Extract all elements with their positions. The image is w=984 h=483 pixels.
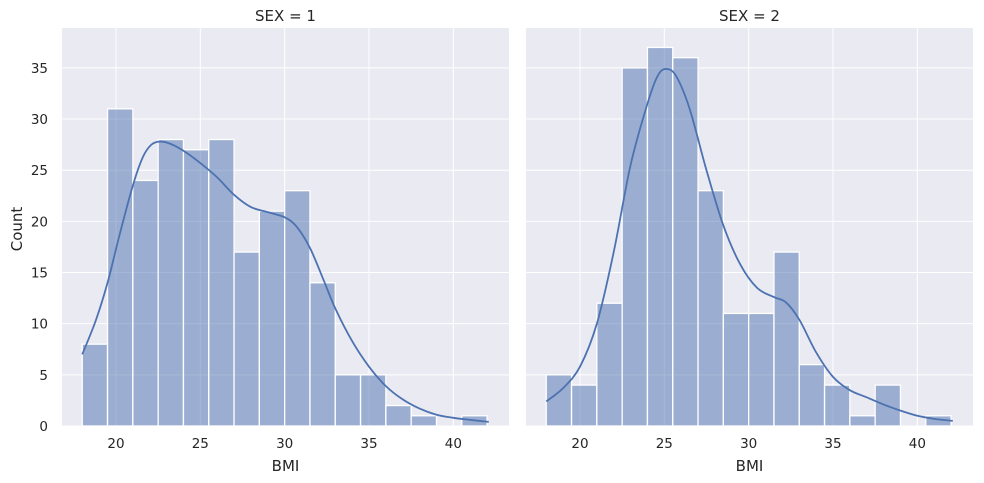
y-tick-label: 10	[31, 317, 48, 333]
panel-1-histogram-bar	[233, 251, 261, 427]
panel-1-x-tick-label: 35	[360, 436, 377, 452]
panel-1-x-axis-label: BMI	[272, 457, 300, 475]
y-axis-label: Count	[8, 207, 26, 252]
panel-1-histogram-bar	[182, 149, 210, 427]
panel-1-x-tick-label: 30	[276, 436, 293, 452]
panel-1-x-tick-label: 20	[107, 436, 124, 452]
panel-2-x-tick-label: 35	[824, 436, 841, 452]
panel-1-x-tick-label: 25	[192, 436, 209, 452]
panel-2-histogram-bar	[849, 415, 876, 427]
y-tick-label: 0	[39, 419, 48, 435]
panel-2-histogram-bar	[672, 57, 699, 427]
panel-2-histogram-bar	[823, 384, 851, 427]
y-tick-label: 5	[39, 368, 48, 384]
panel-2-x-tick-label: 30	[740, 436, 757, 452]
panel-2-kde-line	[545, 68, 953, 422]
panel-2-histogram-bar	[621, 67, 649, 427]
panel-1-histogram-bar	[309, 282, 336, 427]
panel-2-histogram-bar	[570, 384, 598, 427]
panel-2-histogram-bar	[748, 312, 775, 427]
panel-1-histogram-bar	[284, 190, 311, 427]
panel-2-x-tick-label: 40	[909, 436, 926, 452]
panel-1-title: SEX = 1	[255, 7, 316, 25]
panel-1-histogram-bar	[258, 210, 286, 427]
y-tick-label: 20	[31, 214, 48, 230]
panel-2-histogram-bar	[773, 251, 800, 427]
panel-1-x-tick-label: 40	[445, 436, 462, 452]
panel-2-histogram-bar	[697, 190, 725, 427]
panel-1-histogram-bar	[385, 404, 412, 427]
panel-1-kde-line	[81, 140, 489, 423]
panel-1-histogram-bar	[208, 138, 235, 427]
y-tick-label: 15	[31, 266, 48, 282]
panel-2-x-tick-label: 20	[571, 436, 588, 452]
panel-2-x-tick-label: 25	[656, 436, 673, 452]
panel-1-histogram-bar	[410, 415, 438, 427]
panel-2-x-axis-label: BMI	[736, 457, 764, 475]
panel-1-histogram-bar	[132, 179, 159, 427]
panel-2-histogram-bar	[798, 363, 826, 427]
panel-1-histogram-bar	[81, 343, 109, 427]
panel-1-histogram-bar	[334, 374, 362, 427]
y-tick-label: 35	[31, 61, 48, 77]
panel-2-title: SEX = 2	[719, 7, 780, 25]
y-tick-label: 30	[31, 112, 48, 128]
panel-1-histogram-bar	[359, 374, 387, 427]
panel-2-histogram-bar	[722, 312, 750, 427]
panel-1-histogram-bar	[157, 138, 185, 427]
y-tick-label: 25	[31, 163, 48, 179]
panel-2-histogram-bar	[646, 46, 674, 427]
panel-2-histogram-bar	[596, 302, 623, 427]
